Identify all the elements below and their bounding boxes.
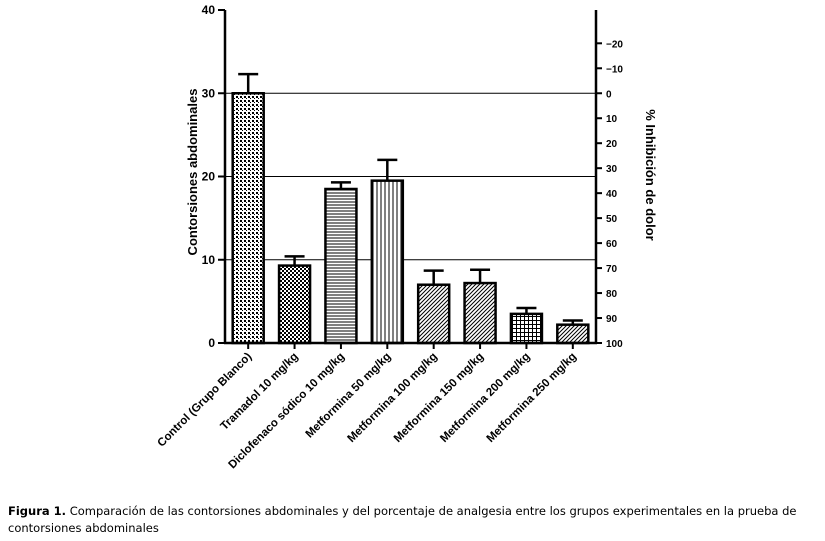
bar-chart: Control (Grupo Blanco)Tramadol 10 mg/kgD… — [155, 3, 658, 471]
x-tick-label: Tramadol 10 mg/kg — [219, 351, 301, 433]
bar — [370, 179, 405, 345]
axes — [218, 9, 602, 349]
x-tick-label: Metformina 150 mg/kg — [392, 351, 486, 445]
y2-tick-label: 40 — [606, 189, 618, 200]
y2-tick-label: 70 — [606, 264, 618, 275]
y2-tick-label: 90 — [606, 314, 618, 325]
y2-tick-label: 60 — [606, 239, 618, 250]
y2-tick-label: 10 — [606, 114, 618, 125]
x-tick-label: Metformina 50 mg/kg — [304, 351, 394, 441]
gridlines — [225, 92, 596, 261]
y2-tick-label: 80 — [606, 289, 618, 300]
y-tick-label: 40 — [202, 3, 216, 17]
x-tick-label: Metformina 200 mg/kg — [438, 351, 532, 445]
y-tick-label: 0 — [208, 336, 215, 350]
bar — [277, 264, 312, 345]
y2-tick-label: 20 — [606, 139, 618, 150]
y-axis-title: Contorsiones abdominales — [185, 89, 200, 256]
y2-tick-label: −20 — [606, 39, 623, 50]
caption-label: Figura 1. — [8, 504, 67, 518]
bar — [324, 187, 358, 345]
x-tick-label: Metformina 100 mg/kg — [345, 351, 439, 445]
bar — [556, 323, 590, 345]
caption-text: Comparación de las contorsiones abdomina… — [8, 504, 797, 535]
figure-caption: Figura 1. Comparación de las contorsione… — [8, 503, 820, 537]
x-tick-label: Control (Grupo Blanco) — [155, 351, 254, 450]
axis-labels: Control (Grupo Blanco)Tramadol 10 mg/kgD… — [155, 3, 658, 471]
y2-tick-label: 100 — [606, 339, 623, 350]
bar — [416, 283, 451, 345]
y-tick-label: 30 — [202, 86, 216, 100]
bar — [231, 92, 265, 345]
bar — [463, 281, 497, 345]
y-tick-label: 20 — [202, 170, 216, 184]
y2-tick-label: 0 — [606, 89, 612, 100]
y2-tick-label: 50 — [606, 214, 618, 225]
bar — [509, 312, 544, 345]
y-tick-label: 10 — [202, 253, 216, 267]
y2-axis-title: % Inhibición de dolor — [643, 109, 658, 240]
bars — [231, 72, 590, 345]
y2-tick-label: 30 — [606, 164, 618, 175]
y2-tick-label: −10 — [606, 64, 623, 75]
x-tick-label: Metformina 250 mg/kg — [485, 351, 579, 445]
